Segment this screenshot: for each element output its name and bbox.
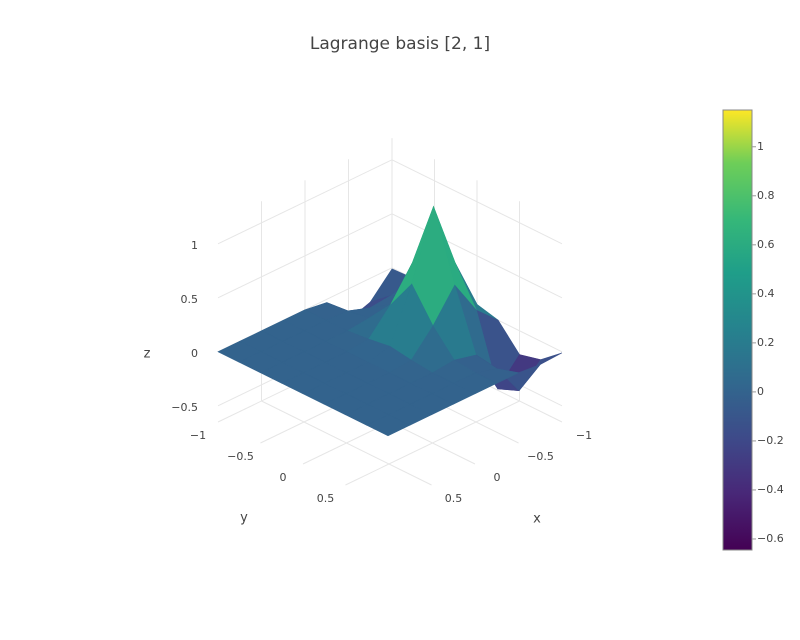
y-tick-label: 0: [280, 471, 287, 484]
z-tick-label: 0: [191, 347, 198, 360]
colorbar-tick-label: −0.4: [757, 483, 784, 496]
colorbar-tick-label: 0.4: [757, 287, 775, 300]
z-tick-label: 1: [191, 239, 198, 252]
y-tick-label: −1: [190, 429, 206, 442]
y-tick-label: −0.5: [227, 450, 254, 463]
colorbar-tick-label: 0: [757, 385, 764, 398]
z-tick-label: 0.5: [181, 293, 199, 306]
z-tick-label: −0.5: [171, 401, 198, 414]
y-tick-label: 0.5: [317, 492, 335, 505]
colorbar-tick-label: 0.2: [757, 336, 775, 349]
colorbar-tick-label: 0.6: [757, 238, 775, 251]
surface-patch: [366, 414, 411, 437]
colorbar-tick-label: 0.8: [757, 189, 775, 202]
x-tick-label: 0.5: [445, 492, 463, 505]
chart-title: Lagrange basis [2, 1]: [310, 34, 490, 54]
x-tick-label: −1: [576, 429, 592, 442]
colorbar-tick-label: 1: [757, 140, 764, 153]
y-grid-line: [345, 400, 520, 486]
colorbar: [722, 109, 753, 551]
z-axis-title: z: [144, 347, 151, 362]
x-tick-label: −0.5: [527, 450, 554, 463]
x-tick-label: 0: [494, 471, 501, 484]
colorbar-tick-label: −0.6: [757, 532, 784, 545]
y-axis-title: y: [240, 511, 248, 526]
colorbar-tick-label: −0.2: [757, 434, 784, 447]
x-axis-title: x: [533, 512, 541, 527]
